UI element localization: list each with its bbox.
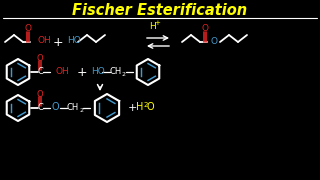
- Text: CH: CH: [67, 102, 79, 111]
- Text: O: O: [37, 53, 43, 62]
- Text: +: +: [77, 66, 87, 78]
- Text: CH: CH: [110, 66, 122, 75]
- Text: Fischer Esterification: Fischer Esterification: [72, 3, 248, 17]
- Text: O: O: [211, 37, 218, 46]
- Text: O: O: [37, 89, 43, 98]
- Text: HO: HO: [91, 66, 105, 75]
- Text: H: H: [136, 102, 144, 112]
- Text: O: O: [25, 24, 31, 33]
- Text: HO: HO: [67, 35, 81, 44]
- Text: O: O: [202, 24, 209, 33]
- Text: OH: OH: [56, 66, 70, 75]
- Text: O: O: [146, 102, 154, 112]
- Text: 2: 2: [144, 102, 148, 108]
- Text: 2: 2: [79, 107, 83, 112]
- Text: 2: 2: [122, 71, 126, 76]
- Text: +: +: [53, 35, 63, 48]
- Text: +: +: [127, 103, 137, 113]
- Text: +: +: [154, 20, 160, 26]
- Text: C: C: [37, 66, 43, 75]
- Text: H: H: [150, 21, 156, 30]
- Text: C: C: [37, 102, 43, 111]
- Text: O: O: [51, 102, 59, 112]
- Text: OH: OH: [37, 35, 51, 44]
